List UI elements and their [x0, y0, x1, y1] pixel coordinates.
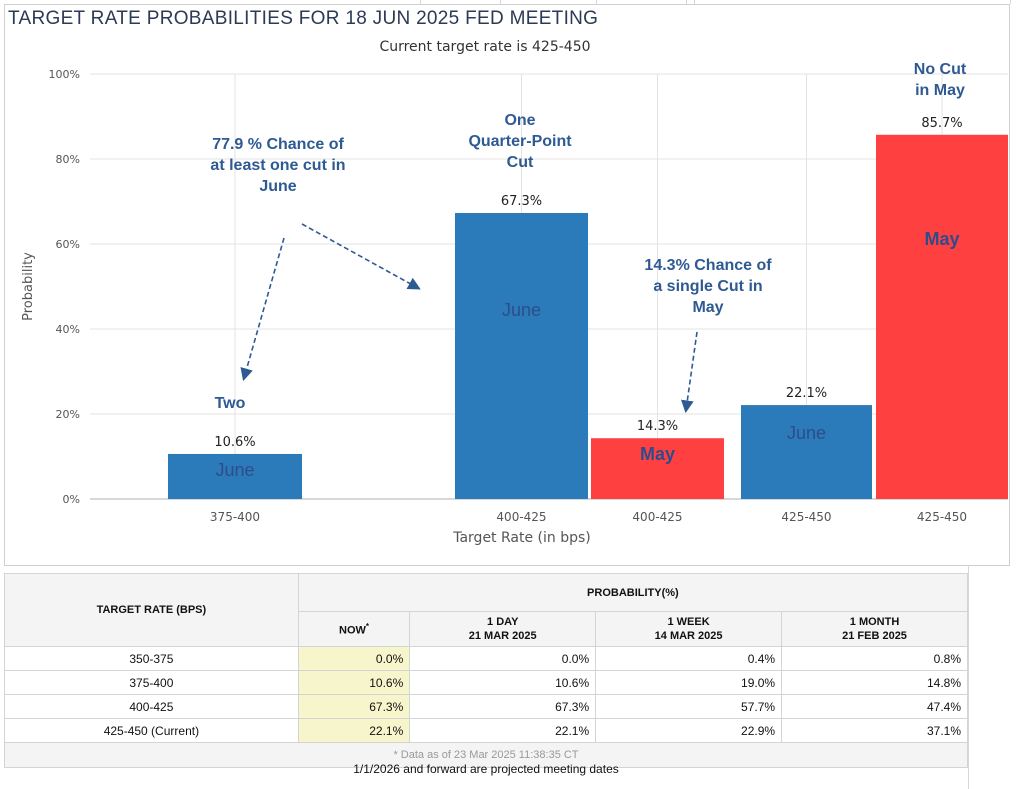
header-now-label: NOW	[339, 624, 366, 637]
bar-value-label: 10.6%	[214, 435, 255, 450]
annotation-line: Cut	[507, 154, 534, 171]
bar-may	[876, 134, 1008, 499]
bar-value-label: 14.3%	[637, 419, 678, 434]
rate-cell: 375-400	[4, 670, 299, 695]
header-1-week: 1 WEEK 14 MAR 2025	[595, 611, 783, 647]
bar-inner-label: May	[640, 444, 675, 464]
bar-inner-label: June	[502, 300, 541, 320]
y-tick-label: 60%	[56, 238, 80, 251]
header-1-month-line1: 1 MONTH	[849, 616, 900, 628]
header-1-week-line1: 1 WEEK	[667, 616, 710, 628]
now-cell: 22.1%	[297, 718, 411, 743]
header-1-month-line2: 21 FEB 2025	[842, 630, 907, 642]
rate-cell: 350-375	[4, 646, 299, 671]
annotation-text: No Cut in May	[914, 61, 967, 99]
annotation-line: 14.3% Chance of	[644, 257, 772, 274]
x-tick-label: 425-450	[917, 510, 967, 524]
annotation-text: 77.9 % Chance of at least one cut in June	[210, 136, 345, 195]
annotation-arrow	[301, 223, 421, 290]
x-axis-title: Target Rate (in bps)	[452, 530, 591, 546]
y-tick-label: 0%	[63, 493, 80, 506]
header-1-month: 1 MONTH 21 FEB 2025	[781, 611, 968, 647]
y-tick-label: 20%	[56, 408, 80, 421]
bar-chart: 0% 20% 40% 60% 80% 100% 375-400 400-425 400-425 4…	[21, 61, 1008, 546]
chart-title: TARGET RATE PROBABILITIES FOR 18 JUN 202…	[8, 8, 599, 29]
week-cell: 0.4%	[595, 646, 783, 671]
header-1-day: 1 DAY 21 MAR 2025	[409, 611, 597, 647]
month-cell: 47.4%	[781, 694, 968, 719]
bar-value-label: 85.7%	[921, 116, 962, 131]
header-probability: PROBABILITY(%)	[297, 573, 969, 612]
header-1-day-line2: 21 MAR 2025	[468, 630, 537, 642]
bar-value-label: 67.3%	[501, 194, 542, 209]
annotation-text: One Quarter-Point Cut	[468, 112, 572, 171]
bar-inner-label: May	[924, 229, 959, 249]
month-cell: 37.1%	[781, 718, 968, 743]
annotation-line: in May	[915, 82, 965, 99]
x-tick-label: 425-450	[781, 510, 831, 524]
y-tick-label: 80%	[56, 153, 80, 166]
y-tick-label: 100%	[49, 68, 80, 81]
projected-note: 1/1/2026 and forward are projected meeti…	[353, 762, 619, 776]
day-cell: 0.0%	[409, 646, 597, 671]
header-now-marker: *	[365, 622, 370, 632]
month-cell: 14.8%	[781, 670, 968, 695]
now-cell: 67.3%	[297, 694, 411, 719]
y-axis-title: Probability	[21, 252, 36, 321]
bar-may	[591, 438, 724, 499]
x-tick-label: 375-400	[210, 510, 260, 524]
now-cell: 0.0%	[297, 646, 411, 671]
x-tick-label: 400-425	[496, 510, 546, 524]
week-cell: 57.7%	[595, 694, 783, 719]
footnote: * Data as of 23 Mar 2025 11:38:35 CT	[4, 742, 968, 768]
day-cell: 10.6%	[409, 670, 597, 695]
month-cell: 0.8%	[781, 646, 968, 671]
annotation-line: 77.9 % Chance of	[212, 136, 344, 153]
header-1-week-line2: 14 MAR 2025	[654, 630, 723, 642]
y-tick-label: 40%	[56, 323, 80, 336]
header-1-day-line1: 1 DAY	[487, 616, 519, 628]
annotation-text: 14.3% Chance of a single Cut in May	[644, 257, 772, 316]
annotation-arrow	[240, 237, 285, 382]
bar-june	[168, 453, 302, 499]
probability-table-wrap: TARGET RATE (BPS) PROBABILITY(%) NOW* 1 …	[4, 573, 969, 768]
annotation-arrow	[681, 331, 698, 414]
table-row: 400-425 67.3% 67.3% 57.7% 47.4%	[4, 694, 968, 719]
table-row: 350-375 0.0% 0.0% 0.4% 0.8%	[4, 646, 968, 671]
annotation-line: May	[692, 299, 723, 316]
week-cell: 19.0%	[595, 670, 783, 695]
table-right-border	[968, 565, 979, 789]
annotation-line: One	[504, 112, 535, 129]
annotation-line: June	[259, 178, 296, 195]
header-target-rate: TARGET RATE (BPS)	[4, 573, 299, 647]
top-strip	[0, 0, 1024, 4]
annotation-line: a single Cut in	[653, 278, 762, 295]
now-cell: 10.6%	[297, 670, 411, 695]
bar-value-label: 22.1%	[786, 386, 827, 401]
annotation-line: at least one cut in	[210, 157, 345, 174]
header-now: NOW*	[297, 611, 411, 647]
week-cell: 22.9%	[595, 718, 783, 743]
x-tick-label: 400-425	[632, 510, 682, 524]
rate-cell: 400-425	[4, 694, 299, 719]
day-cell: 67.3%	[409, 694, 597, 719]
bar-june	[455, 212, 588, 499]
rate-cell: 425-450 (Current)	[4, 718, 299, 743]
annotation-line: No Cut	[914, 61, 967, 78]
chart-subtitle: Current target rate is 425-450	[379, 39, 591, 55]
probability-table: TARGET RATE (BPS) PROBABILITY(%) NOW* 1 …	[4, 573, 969, 768]
bar-inner-label: June	[787, 423, 826, 443]
annotation-line: Quarter-Point	[468, 133, 572, 150]
bar-inner-label: June	[215, 460, 254, 480]
day-cell: 22.1%	[409, 718, 597, 743]
annotation-line: Two	[215, 395, 246, 412]
table-row: 425-450 (Current) 22.1% 22.1% 22.9% 37.1…	[4, 718, 968, 743]
annotation-text: Two	[215, 395, 246, 412]
bar-june	[741, 405, 872, 499]
table-row: 375-400 10.6% 10.6% 19.0% 14.8%	[4, 670, 968, 695]
